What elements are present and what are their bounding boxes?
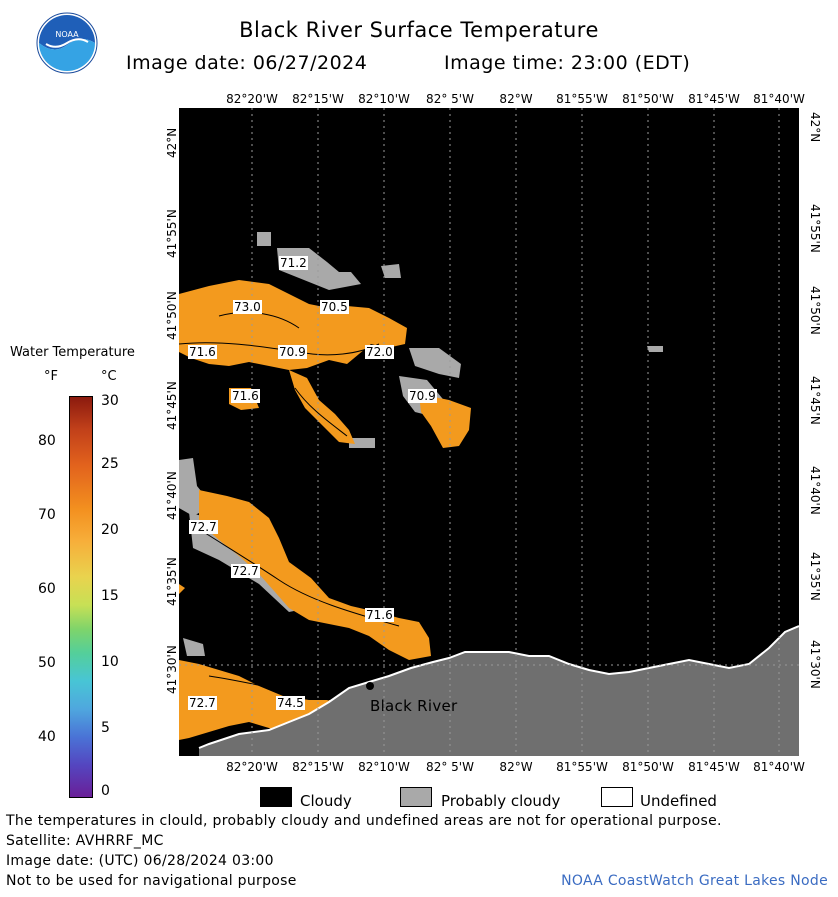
temperature-map	[179, 108, 799, 756]
temperature-label: 74.5	[276, 696, 305, 710]
utc-date-text: Image date: (UTC) 06/28/2024 03:00	[6, 853, 274, 869]
lon-tick-bottom: 82°10'W	[358, 760, 410, 774]
fahrenheit-tick: 40	[38, 729, 56, 745]
lon-tick-top: 81°40'W	[753, 92, 805, 106]
celsius-tick: 30	[101, 393, 119, 409]
probably-cloudy-label: Probably cloudy	[441, 792, 561, 810]
svg-text:NOAA: NOAA	[55, 30, 79, 39]
lat-tick-right: 41°50'N	[808, 286, 822, 335]
image-date: Image date: 06/27/2024	[126, 52, 368, 74]
lon-tick-top: 82°10'W	[358, 92, 410, 106]
lat-tick-right: 41°40'N	[808, 466, 822, 515]
lat-tick-right: 41°55'N	[808, 204, 822, 253]
lon-tick-top: 81°55'W	[556, 92, 608, 106]
celsius-tick: 10	[101, 654, 119, 670]
temperature-label: 71.6	[231, 389, 260, 403]
disclaimer-text: The temperatures in clould, probably clo…	[6, 813, 722, 829]
undefined-swatch	[601, 787, 633, 807]
temperature-label: 70.9	[408, 389, 437, 403]
celsius-tick: 5	[101, 720, 110, 736]
temperature-label: 70.9	[278, 345, 307, 359]
lat-tick-right: 41°45'N	[808, 376, 822, 425]
temperature-label: 72.7	[231, 564, 260, 578]
undefined-label: Undefined	[640, 792, 717, 810]
lat-tick-left: 41°55'N	[165, 209, 179, 258]
lon-tick-bottom: 81°40'W	[753, 760, 805, 774]
lat-tick-left: 41°30'N	[165, 645, 179, 694]
black-river-marker	[366, 682, 374, 690]
fahrenheit-tick: 60	[38, 581, 56, 597]
lon-tick-bottom: 81°50'W	[622, 760, 674, 774]
lon-tick-top: 82°15'W	[292, 92, 344, 106]
fahrenheit-tick: 50	[38, 655, 56, 671]
land-area	[199, 626, 799, 756]
lon-tick-bottom: 82°15'W	[292, 760, 344, 774]
image-time: Image time: 23:00 (EDT)	[444, 52, 691, 74]
lon-tick-bottom: 82° 5'W	[426, 760, 474, 774]
cloudy-label: Cloudy	[300, 792, 352, 810]
lat-tick-left: 41°45'N	[165, 381, 179, 430]
lat-tick-left: 41°50'N	[165, 291, 179, 340]
isotherm-lines	[179, 311, 400, 701]
place-name-black-river: Black River	[370, 697, 458, 715]
lat-tick-right: 41°35'N	[808, 552, 822, 601]
graticule	[179, 108, 799, 756]
satellite-text: Satellite: AVHRRF_MC	[6, 833, 164, 849]
lon-tick-bottom: 81°55'W	[556, 760, 608, 774]
unit-celsius: °C	[101, 369, 117, 384]
unit-fahrenheit: °F	[44, 369, 58, 384]
temperature-colorbar	[69, 396, 93, 798]
lon-tick-bottom: 81°45'W	[688, 760, 740, 774]
temperature-label: 70.5	[320, 300, 349, 314]
noaa-logo: NOAA	[36, 12, 98, 74]
lat-tick-left: 41°40'N	[165, 471, 179, 520]
lon-tick-top: 82°20'W	[226, 92, 278, 106]
coastline	[198, 625, 799, 749]
credit-text: NOAA CoastWatch Great Lakes Node	[561, 873, 828, 889]
temperature-label: 71.6	[365, 608, 394, 622]
cloudy-swatch	[260, 787, 292, 807]
lon-tick-top: 81°50'W	[622, 92, 674, 106]
lat-tick-left: 42°N	[165, 127, 179, 158]
celsius-tick: 25	[101, 456, 119, 472]
celsius-tick: 20	[101, 522, 119, 538]
celsius-tick: 0	[101, 783, 110, 799]
celsius-tick: 15	[101, 588, 119, 604]
lat-tick-right: 41°30'N	[808, 640, 822, 689]
fahrenheit-tick: 70	[38, 507, 56, 523]
temperature-label: 72.7	[188, 696, 217, 710]
cloudy-area	[179, 108, 799, 756]
fahrenheit-tick: 80	[38, 433, 56, 449]
lat-tick-left: 41°35'N	[165, 557, 179, 606]
legend-title: Water Temperature	[10, 345, 135, 360]
navigation-warning: Not to be used for navigational purpose	[6, 873, 297, 889]
temperature-label: 71.2	[279, 256, 308, 270]
temperature-label: 72.0	[365, 345, 394, 359]
lon-tick-top: 81°45'W	[688, 92, 740, 106]
lon-tick-bottom: 82°W	[499, 760, 533, 774]
lat-tick-right: 42°N	[808, 112, 822, 143]
temperature-label: 71.6	[188, 345, 217, 359]
lon-tick-top: 82° 5'W	[426, 92, 474, 106]
temperature-label: 72.7	[189, 520, 218, 534]
lon-tick-top: 82°W	[499, 92, 533, 106]
probably-cloudy-swatch	[400, 787, 432, 807]
temperature-label: 73.0	[233, 300, 262, 314]
lon-tick-bottom: 82°20'W	[226, 760, 278, 774]
map-title: Black River Surface Temperature	[239, 18, 599, 42]
